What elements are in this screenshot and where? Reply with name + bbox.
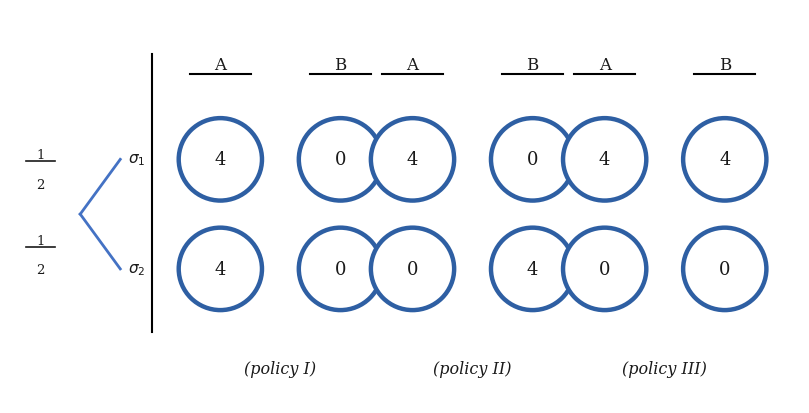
- Ellipse shape: [491, 119, 574, 201]
- Ellipse shape: [683, 119, 766, 201]
- Ellipse shape: [563, 228, 646, 310]
- Text: 1: 1: [36, 234, 44, 247]
- Text: 0: 0: [335, 151, 346, 169]
- Text: 0: 0: [719, 260, 731, 278]
- Ellipse shape: [371, 119, 454, 201]
- Text: (policy I): (policy I): [244, 360, 316, 377]
- Text: $\sigma_2$: $\sigma_2$: [129, 261, 146, 277]
- Text: B: B: [527, 57, 539, 74]
- Text: 4: 4: [527, 260, 538, 278]
- Text: 0: 0: [335, 260, 346, 278]
- Text: 2: 2: [36, 263, 44, 276]
- Text: B: B: [334, 57, 346, 74]
- Ellipse shape: [491, 228, 574, 310]
- Ellipse shape: [371, 228, 454, 310]
- Text: 2: 2: [36, 178, 44, 191]
- Text: A: A: [599, 57, 611, 74]
- Text: 0: 0: [527, 151, 538, 169]
- Text: 4: 4: [719, 151, 731, 169]
- Text: 4: 4: [214, 151, 226, 169]
- Text: 0: 0: [599, 260, 611, 278]
- Text: A: A: [406, 57, 418, 74]
- Ellipse shape: [179, 119, 262, 201]
- Text: 4: 4: [599, 151, 610, 169]
- Text: (policy II): (policy II): [434, 360, 512, 377]
- Ellipse shape: [179, 228, 262, 310]
- Text: 0: 0: [407, 260, 418, 278]
- Ellipse shape: [683, 228, 766, 310]
- Ellipse shape: [299, 119, 382, 201]
- Text: 4: 4: [214, 260, 226, 278]
- Text: B: B: [718, 57, 731, 74]
- Ellipse shape: [299, 228, 382, 310]
- Text: (policy III): (policy III): [622, 360, 707, 377]
- Text: 4: 4: [407, 151, 418, 169]
- Text: $\sigma_1$: $\sigma_1$: [129, 152, 146, 168]
- Text: 1: 1: [36, 149, 44, 162]
- Text: A: A: [214, 57, 227, 74]
- Ellipse shape: [563, 119, 646, 201]
